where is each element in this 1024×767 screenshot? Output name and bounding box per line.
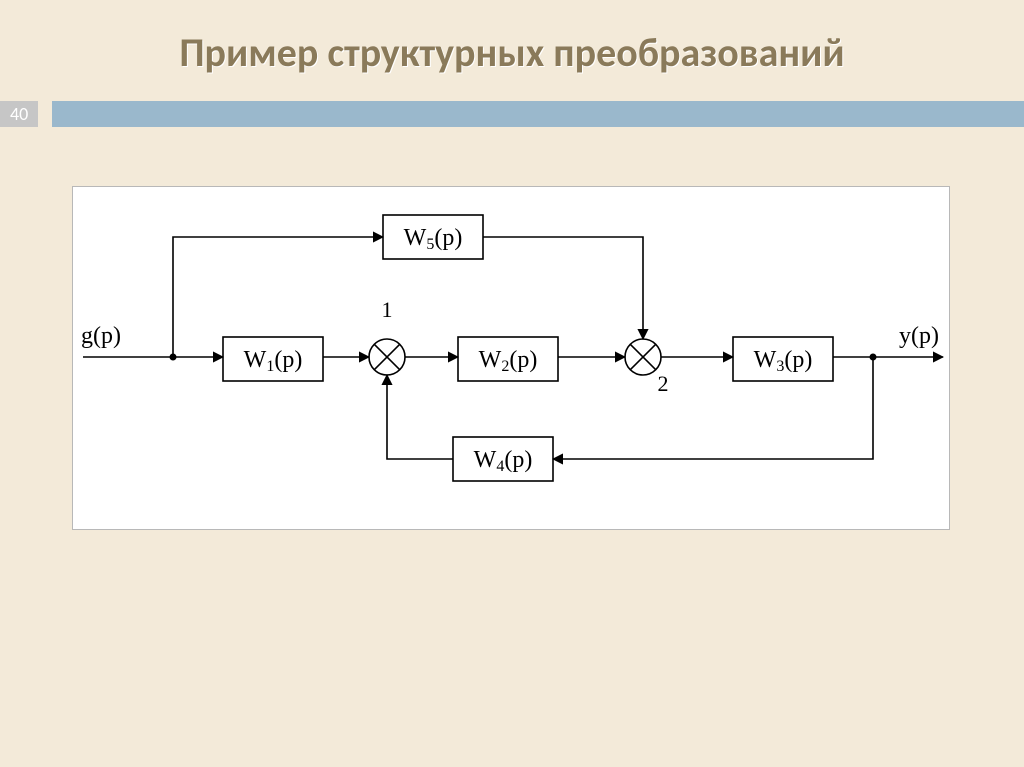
block-diagram: W1(p)W2(p)W3(p)W4(p)W5(p)12g(p)y(p) [73, 187, 949, 529]
svg-text:2: 2 [658, 371, 669, 396]
page-number-badge: 40 [0, 101, 38, 127]
svg-text:1: 1 [382, 297, 393, 322]
header-bar [52, 101, 1024, 127]
diagram-frame: W1(p)W2(p)W3(p)W4(p)W5(p)12g(p)y(p) [72, 186, 950, 530]
svg-text:g(p): g(p) [81, 323, 121, 349]
slide-title: Пример структурных преобразований [0, 28, 1024, 77]
svg-text:y(p): y(p) [899, 323, 939, 349]
